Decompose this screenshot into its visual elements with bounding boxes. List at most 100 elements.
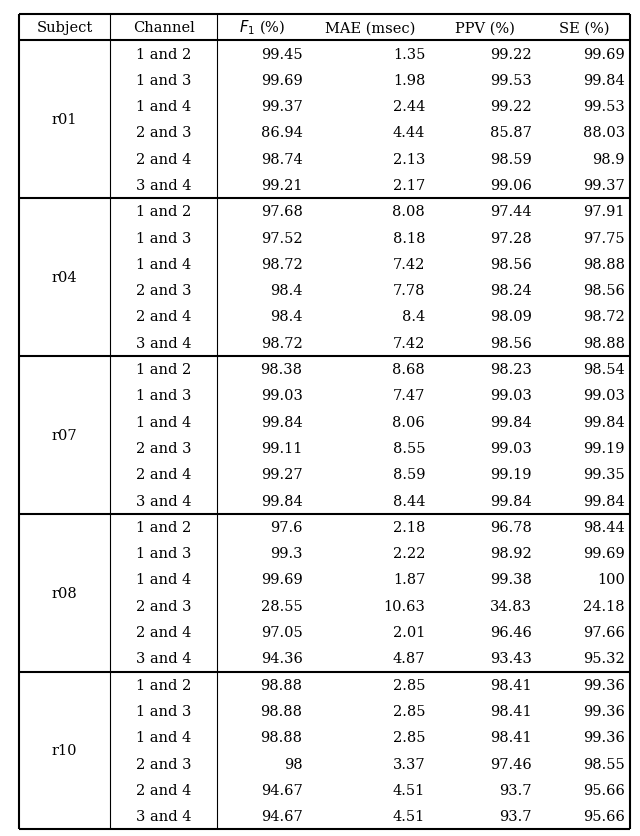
Text: 1 and 3: 1 and 3 [136, 547, 191, 560]
Text: 3 and 4: 3 and 4 [136, 651, 191, 665]
Text: $F_1$ (%): $F_1$ (%) [239, 19, 285, 38]
Text: 2.85: 2.85 [392, 704, 425, 718]
Text: 93.7: 93.7 [499, 783, 532, 797]
Text: 99.84: 99.84 [261, 415, 303, 429]
Text: 99.53: 99.53 [490, 74, 532, 88]
Text: 1.87: 1.87 [393, 573, 425, 587]
Text: 99.84: 99.84 [583, 494, 625, 508]
Text: 98.88: 98.88 [260, 704, 303, 718]
Text: Subject: Subject [36, 21, 93, 35]
Text: 2.85: 2.85 [392, 678, 425, 692]
Text: 99.03: 99.03 [490, 389, 532, 403]
Text: 2 and 3: 2 and 3 [136, 126, 191, 140]
Text: 2.01: 2.01 [393, 625, 425, 640]
Text: 1 and 2: 1 and 2 [136, 520, 191, 534]
Text: 99.35: 99.35 [583, 467, 625, 482]
Text: 7.47: 7.47 [393, 389, 425, 403]
Text: 97.75: 97.75 [583, 232, 625, 245]
Text: r01: r01 [52, 113, 77, 127]
Text: r10: r10 [52, 743, 77, 757]
Text: SE (%): SE (%) [559, 21, 609, 35]
Text: 3 and 4: 3 and 4 [136, 494, 191, 508]
Text: 2 and 4: 2 and 4 [136, 467, 191, 482]
Text: 1 and 4: 1 and 4 [136, 100, 191, 114]
Text: 99.19: 99.19 [583, 441, 625, 456]
Text: 1 and 2: 1 and 2 [136, 48, 191, 61]
Text: 1 and 4: 1 and 4 [136, 257, 191, 272]
Text: r04: r04 [52, 271, 77, 285]
Text: 2 and 3: 2 and 3 [136, 441, 191, 456]
Text: 98.09: 98.09 [490, 310, 532, 324]
Text: 1 and 3: 1 and 3 [136, 389, 191, 403]
Text: 94.67: 94.67 [261, 809, 303, 823]
Text: 7.42: 7.42 [393, 336, 425, 350]
Text: 98.88: 98.88 [583, 257, 625, 272]
Text: 8.18: 8.18 [392, 232, 425, 245]
Text: 86.94: 86.94 [260, 126, 303, 140]
Text: 98.92: 98.92 [490, 547, 532, 560]
Text: r08: r08 [52, 586, 77, 600]
Text: 2.44: 2.44 [393, 100, 425, 114]
Text: 99.45: 99.45 [261, 48, 303, 61]
Text: 2 and 4: 2 and 4 [136, 783, 191, 797]
Text: Channel: Channel [132, 21, 195, 35]
Text: 1 and 4: 1 and 4 [136, 415, 191, 429]
Text: 1 and 3: 1 and 3 [136, 704, 191, 718]
Text: 99.84: 99.84 [261, 494, 303, 508]
Text: 98.41: 98.41 [490, 731, 532, 744]
Text: 97.66: 97.66 [583, 625, 625, 640]
Text: 99.21: 99.21 [261, 179, 303, 193]
Text: 99.06: 99.06 [490, 179, 532, 193]
Text: 98.88: 98.88 [260, 731, 303, 744]
Text: 98.56: 98.56 [583, 284, 625, 298]
Text: 99.84: 99.84 [583, 415, 625, 429]
Text: 98.72: 98.72 [261, 336, 303, 350]
Text: 99.36: 99.36 [583, 731, 625, 744]
Text: 99.03: 99.03 [260, 389, 303, 403]
Text: 99.19: 99.19 [490, 467, 532, 482]
Text: 98.9: 98.9 [593, 152, 625, 166]
Text: 98.24: 98.24 [490, 284, 532, 298]
Text: 8.55: 8.55 [392, 441, 425, 456]
Text: 98.23: 98.23 [490, 363, 532, 377]
Text: 2.22: 2.22 [393, 547, 425, 560]
Text: 99.84: 99.84 [490, 494, 532, 508]
Text: 100: 100 [597, 573, 625, 587]
Text: 98.55: 98.55 [583, 757, 625, 771]
Text: 97.28: 97.28 [490, 232, 532, 245]
Text: 99.27: 99.27 [261, 467, 303, 482]
Text: 99.69: 99.69 [583, 547, 625, 560]
Text: 3 and 4: 3 and 4 [136, 809, 191, 823]
Text: 2 and 3: 2 and 3 [136, 757, 191, 771]
Text: 97.52: 97.52 [261, 232, 303, 245]
Text: 99.36: 99.36 [583, 678, 625, 692]
Text: 98: 98 [284, 757, 303, 771]
Text: 8.68: 8.68 [392, 363, 425, 377]
Text: 2 and 3: 2 and 3 [136, 599, 191, 613]
Text: 10.63: 10.63 [383, 599, 425, 613]
Text: 93.43: 93.43 [490, 651, 532, 665]
Text: 99.84: 99.84 [490, 415, 532, 429]
Text: 98.88: 98.88 [260, 678, 303, 692]
Text: 1 and 3: 1 and 3 [136, 232, 191, 245]
Text: 95.32: 95.32 [583, 651, 625, 665]
Text: 1.35: 1.35 [393, 48, 425, 61]
Text: 99.53: 99.53 [583, 100, 625, 114]
Text: 99.37: 99.37 [583, 179, 625, 193]
Text: 96.78: 96.78 [490, 520, 532, 534]
Text: 7.42: 7.42 [393, 257, 425, 272]
Text: 98.44: 98.44 [583, 520, 625, 534]
Text: 97.05: 97.05 [261, 625, 303, 640]
Text: 99.11: 99.11 [261, 441, 303, 456]
Text: 3 and 4: 3 and 4 [136, 336, 191, 350]
Text: 98.74: 98.74 [261, 152, 303, 166]
Text: 99.69: 99.69 [261, 573, 303, 587]
Text: 99.38: 99.38 [490, 573, 532, 587]
Text: 8.59: 8.59 [392, 467, 425, 482]
Text: 88.03: 88.03 [583, 126, 625, 140]
Text: 1 and 4: 1 and 4 [136, 573, 191, 587]
Text: 98.54: 98.54 [583, 363, 625, 377]
Text: 97.44: 97.44 [490, 205, 532, 219]
Text: 94.67: 94.67 [261, 783, 303, 797]
Text: 98.72: 98.72 [583, 310, 625, 324]
